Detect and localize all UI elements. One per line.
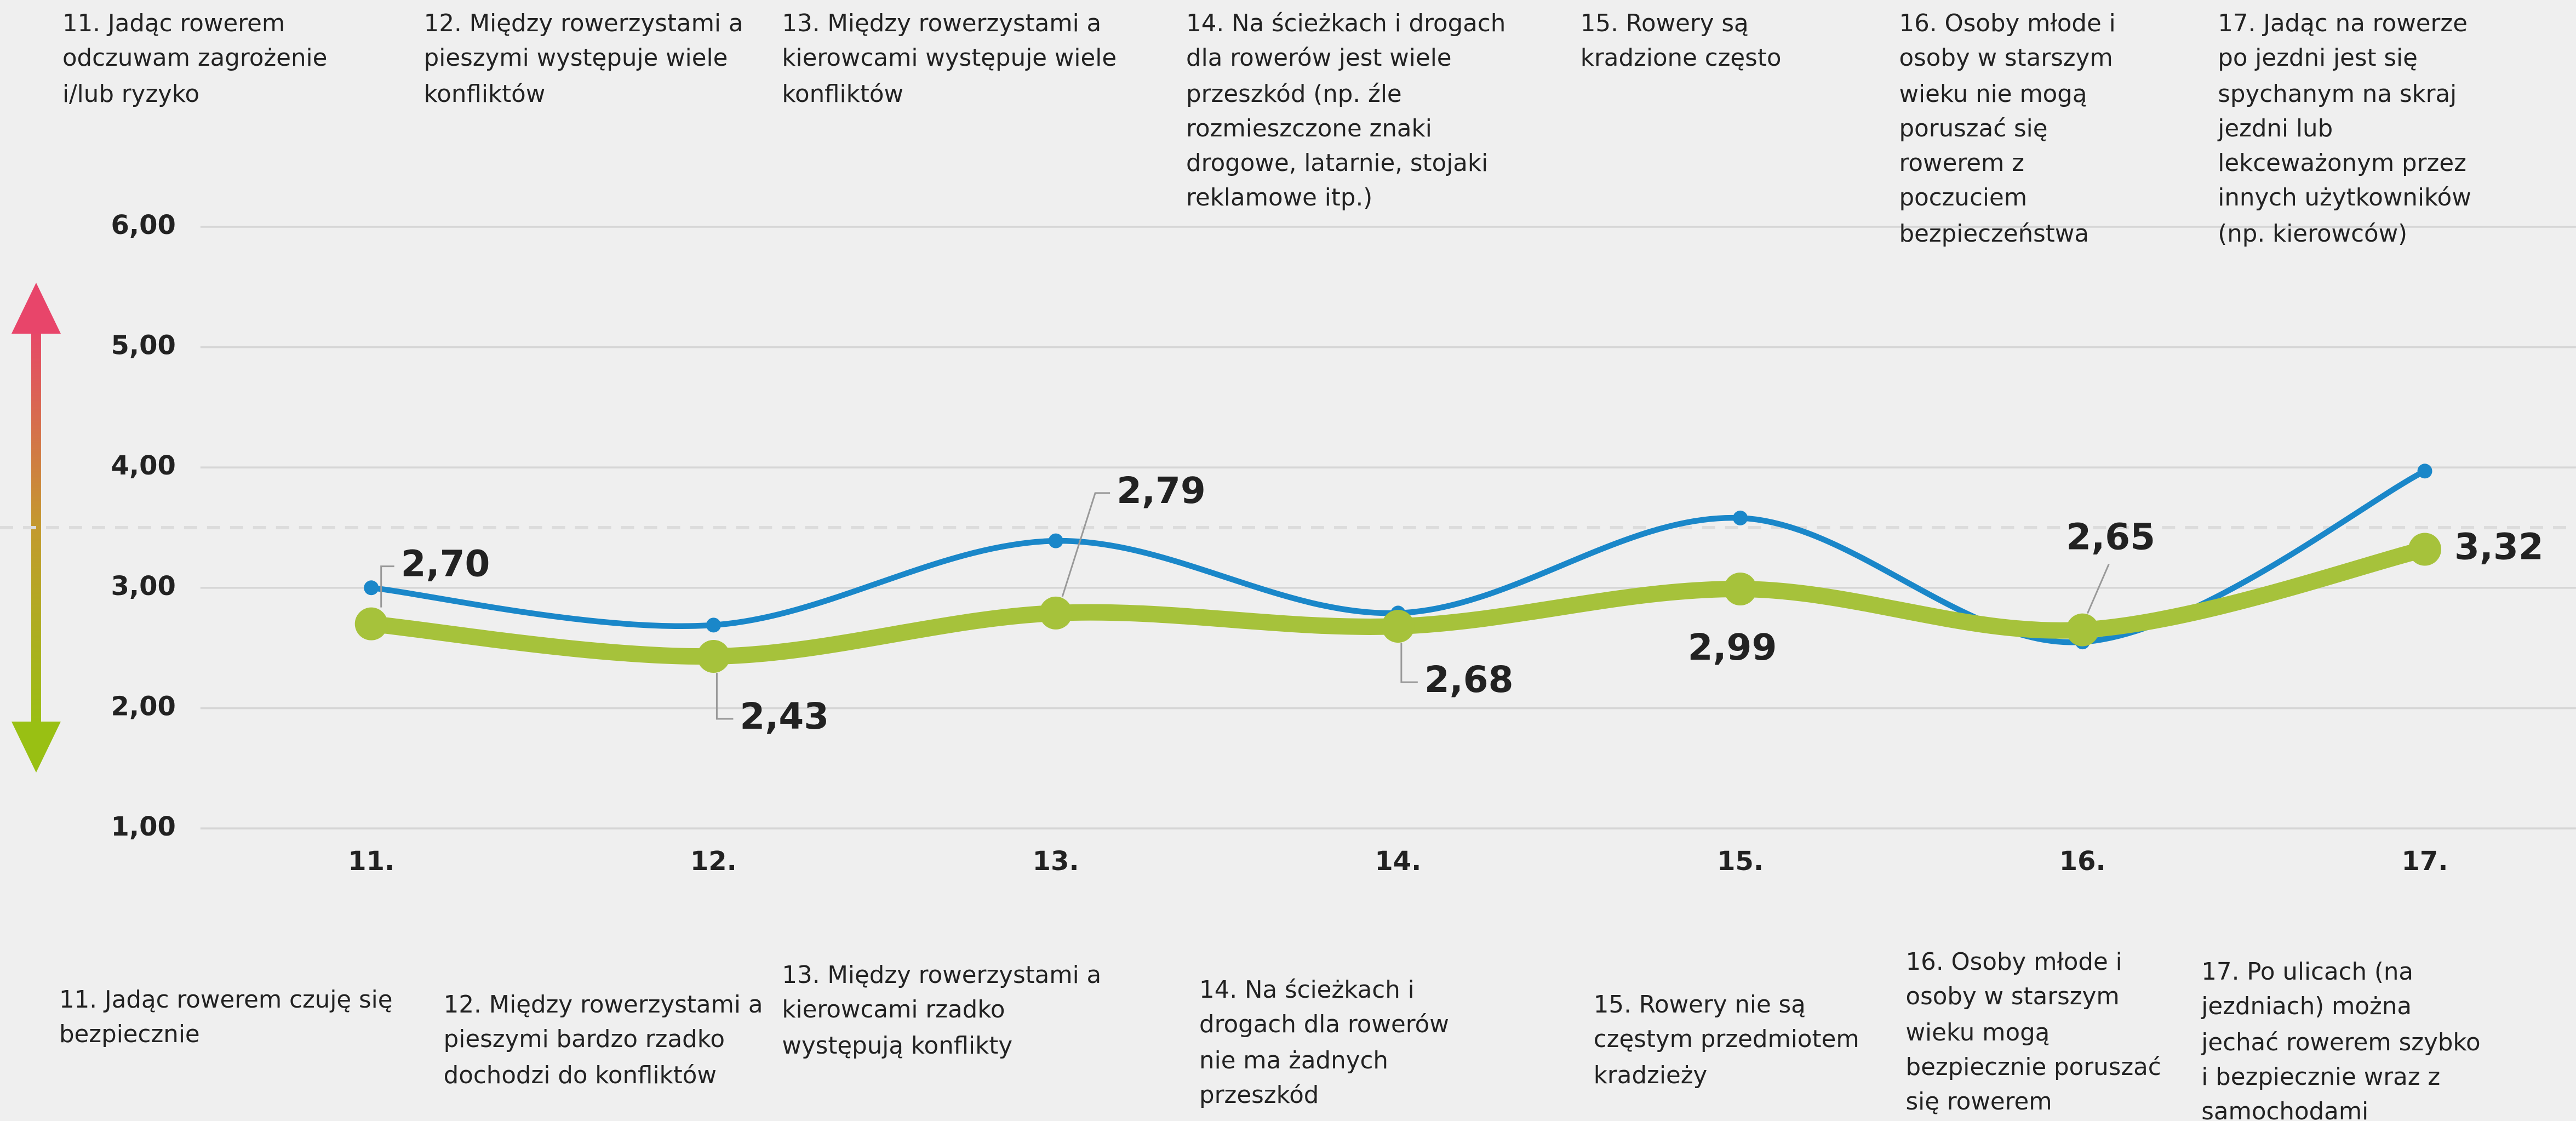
data-point bbox=[1733, 510, 1748, 525]
y-tick-label: 1,00 bbox=[111, 811, 176, 842]
data-point bbox=[1724, 572, 1757, 605]
data-point bbox=[697, 639, 730, 673]
data-point bbox=[1381, 610, 1415, 643]
data-point bbox=[2066, 613, 2099, 647]
x-tick-label: 13. bbox=[1033, 846, 1079, 877]
data-label: 2,99 bbox=[1688, 626, 1777, 668]
annotation: 15. Rowery są kradzione często bbox=[1580, 12, 1782, 73]
annotation: 13. Między rowerzystami a kierowcami rza… bbox=[782, 963, 1102, 1060]
annotation: 16. Osoby młode i osoby w starszym wieku… bbox=[1905, 950, 2161, 1117]
annotation: 14. Na ścieżkach i drogach dla rowerów n… bbox=[1199, 978, 1449, 1109]
data-point bbox=[706, 617, 721, 633]
data-point bbox=[364, 580, 379, 596]
y-tick-label: 2,00 bbox=[111, 691, 176, 722]
annotation: 13. Między rowerzystami a kierowcami wys… bbox=[782, 12, 1117, 108]
y-tick-label: 5,00 bbox=[111, 330, 176, 361]
data-point bbox=[354, 607, 388, 640]
annotation: 16. Osoby młode i osoby w starszym wieku… bbox=[1899, 12, 2116, 248]
data-point bbox=[2408, 533, 2442, 566]
x-tick-label: 16. bbox=[2059, 846, 2106, 877]
x-tick-label: 17. bbox=[2402, 846, 2448, 877]
data-label: 2,65 bbox=[2066, 516, 2155, 558]
leader-line bbox=[1061, 492, 1110, 597]
annotation: 12. Między rowerzystami a pieszymi bardz… bbox=[443, 993, 763, 1089]
data-label: 3,32 bbox=[2454, 526, 2544, 568]
leader-line bbox=[715, 672, 734, 720]
data-point bbox=[1048, 533, 1063, 548]
data-point bbox=[2417, 464, 2432, 479]
data-label: 2,79 bbox=[1117, 470, 1206, 512]
x-tick-label: 14. bbox=[1375, 846, 1421, 877]
x-tick-label: 12. bbox=[690, 846, 737, 877]
y-tick-label: 3,00 bbox=[111, 571, 176, 602]
data-label: 2,70 bbox=[401, 543, 490, 585]
annotation: 12. Między rowerzystami a pieszymi wystę… bbox=[423, 12, 743, 108]
y-tick-label: 6,00 bbox=[111, 210, 176, 241]
x-tick-label: 11. bbox=[348, 846, 394, 877]
annotation: 17. Jadąc na rowerze po jezdni jest się … bbox=[2218, 12, 2471, 248]
annotation: 17. Po ulicach (na jezdniach) można jech… bbox=[2201, 960, 2481, 1121]
annotation: 14. Na ścieżkach i drogach dla rowerów j… bbox=[1186, 12, 1506, 213]
leader-line bbox=[380, 565, 394, 608]
y-tick-label: 4,00 bbox=[111, 450, 176, 481]
annotation: 11. Jadąc rowerem odczuwam zagrożenie i/… bbox=[62, 12, 328, 108]
data-label: 2,68 bbox=[1424, 659, 1514, 701]
data-label: 2,43 bbox=[740, 695, 829, 737]
annotation: 11. Jadąc rowerem czuję się bezpiecznie bbox=[59, 988, 393, 1049]
x-tick-label: 15. bbox=[1717, 846, 1764, 877]
annotation: 15. Rowery nie są częstym przedmiotem kr… bbox=[1593, 993, 1859, 1089]
data-point bbox=[1039, 596, 1073, 630]
leader-line bbox=[2086, 564, 2110, 614]
leader-line bbox=[1400, 643, 1418, 683]
